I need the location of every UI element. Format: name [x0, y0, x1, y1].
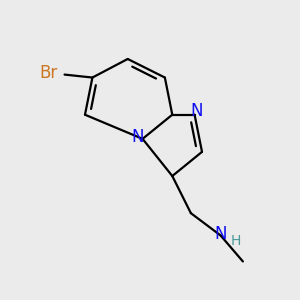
Text: H: H: [231, 234, 242, 248]
Text: N: N: [190, 102, 203, 120]
Text: N: N: [214, 225, 227, 243]
Text: Br: Br: [40, 64, 58, 82]
Text: N: N: [132, 128, 144, 146]
